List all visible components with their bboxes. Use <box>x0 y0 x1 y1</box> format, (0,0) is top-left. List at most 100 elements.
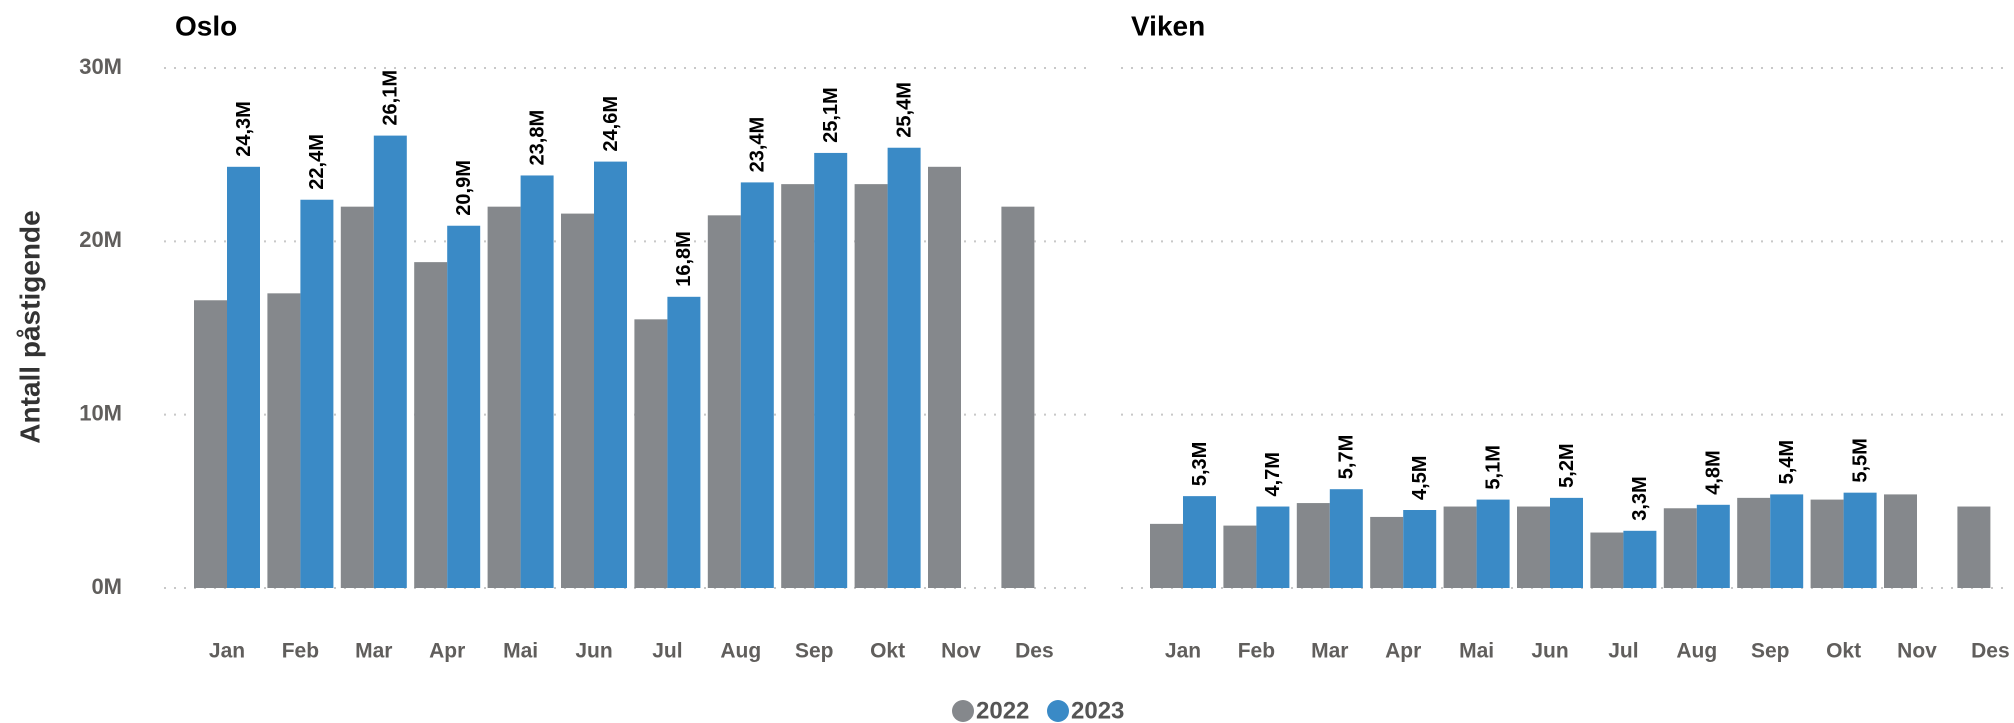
x-tick-label: Jan <box>1165 640 1201 663</box>
bar <box>634 319 668 588</box>
bar <box>1329 489 1363 588</box>
x-tick-label: Feb <box>282 640 319 663</box>
x-tick-label: Jul <box>1608 640 1638 663</box>
x-tick-label: Okt <box>870 640 905 663</box>
x-tick-label: Des <box>1015 640 1054 663</box>
bar <box>300 199 334 588</box>
y-tick-label: 0M <box>91 574 122 599</box>
x-tick-label: Mar <box>355 640 392 663</box>
x-tick-label: Mai <box>1459 640 1494 663</box>
x-tick-label: Des <box>1971 640 2010 663</box>
bar <box>1623 530 1657 588</box>
value-label: 23,4M <box>747 117 769 173</box>
x-tick-label: Apr <box>1385 640 1421 663</box>
value-label: 23,8M <box>526 110 548 166</box>
y-tick-label: 30M <box>79 54 122 79</box>
value-label: 5,3M <box>1189 442 1211 486</box>
bar <box>1843 492 1877 588</box>
bar <box>1370 516 1404 588</box>
legend-label: 2023 <box>1071 697 1124 723</box>
bar <box>227 166 260 589</box>
value-label: 5,7M <box>1336 435 1358 479</box>
x-tick-label: Aug <box>1676 640 1717 663</box>
x-tick-label: Mar <box>1311 640 1348 663</box>
x-tick-label: Mai <box>503 640 538 663</box>
value-label: 25,1M <box>820 87 842 143</box>
bar <box>1770 494 1804 588</box>
value-label: 5,1M <box>1482 445 1504 489</box>
bar <box>267 293 301 588</box>
bar <box>1737 497 1771 588</box>
x-tick-label: Sep <box>1751 640 1790 663</box>
value-label: 5,4M <box>1776 440 1798 484</box>
x-tick-label: Nov <box>941 640 981 663</box>
x-tick-label: Jul <box>652 640 682 663</box>
bar <box>1403 510 1437 588</box>
bar <box>1476 499 1510 588</box>
x-tick-label: Apr <box>429 640 465 663</box>
bar <box>520 175 554 588</box>
bar <box>194 300 227 588</box>
value-label: 4,7M <box>1262 452 1284 496</box>
bar <box>1150 523 1183 588</box>
value-label: 5,2M <box>1556 443 1578 487</box>
x-tick-label: Jun <box>1531 640 1568 663</box>
bar <box>594 161 627 588</box>
bar <box>1296 503 1330 588</box>
bar <box>1590 532 1624 588</box>
bar <box>447 225 481 588</box>
bar <box>340 206 374 588</box>
bar <box>1884 494 1917 588</box>
bar <box>1696 504 1730 588</box>
bar <box>667 296 701 588</box>
panel-title: Viken <box>1131 10 1205 41</box>
x-tick-label: Jun <box>575 640 612 663</box>
y-axis-title: Antall påstigende <box>14 210 45 443</box>
bar <box>887 147 921 588</box>
x-tick-label: Aug <box>720 640 761 663</box>
value-label: 4,8M <box>1703 450 1725 494</box>
value-label: 24,6M <box>600 96 622 152</box>
bar <box>707 215 741 589</box>
bar <box>373 135 407 588</box>
x-tick-label: Nov <box>1897 640 1937 663</box>
bar <box>1183 496 1216 588</box>
bar <box>1550 497 1583 588</box>
value-label: 20,9M <box>453 160 475 216</box>
panel-title: Oslo <box>175 10 237 41</box>
legend-swatch <box>952 700 974 722</box>
value-label: 16,8M <box>673 231 695 287</box>
bar <box>414 262 448 588</box>
value-label: 4,5M <box>1409 456 1431 500</box>
bar <box>1810 499 1844 588</box>
y-tick-label: 10M <box>79 400 122 425</box>
bar <box>1957 506 1991 588</box>
value-label: 24,3M <box>233 101 255 157</box>
value-label: 5,5M <box>1849 438 1871 482</box>
legend-label: 2022 <box>976 697 1029 723</box>
bar <box>1223 525 1257 588</box>
bar <box>740 182 774 588</box>
bar <box>1663 508 1697 588</box>
x-tick-label: Jan <box>209 640 245 663</box>
value-label: 26,1M <box>380 70 402 126</box>
value-label: 25,4M <box>893 82 915 138</box>
bar <box>1443 506 1477 588</box>
bar <box>561 213 594 588</box>
value-label: 22,4M <box>306 134 328 190</box>
y-tick-label: 20M <box>79 227 122 252</box>
bar <box>781 184 815 588</box>
bar <box>487 206 521 588</box>
x-tick-label: Okt <box>1826 640 1861 663</box>
bar <box>1001 206 1035 588</box>
x-tick-label: Sep <box>795 640 834 663</box>
value-label: 3,3M <box>1629 476 1651 520</box>
bar <box>1517 506 1550 588</box>
bar <box>1256 506 1290 588</box>
legend-swatch <box>1047 700 1069 722</box>
bar <box>928 166 961 589</box>
bar <box>814 152 848 588</box>
bar <box>854 184 888 588</box>
x-tick-label: Feb <box>1238 640 1275 663</box>
